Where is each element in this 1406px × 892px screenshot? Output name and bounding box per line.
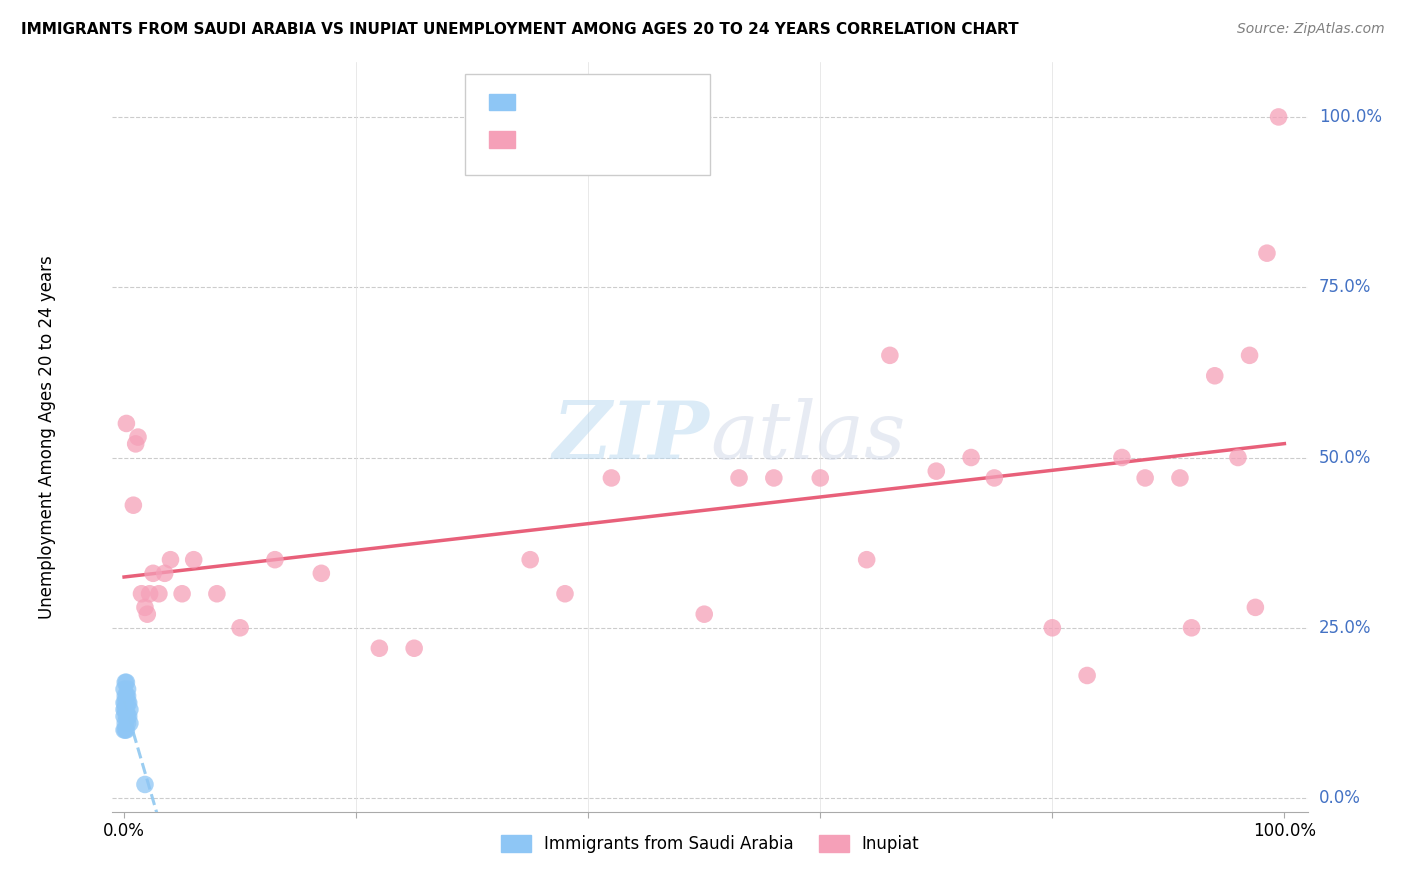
Text: 44: 44 bbox=[650, 130, 675, 149]
Text: N =: N = bbox=[606, 93, 654, 112]
Point bbox=[1204, 368, 1226, 383]
Point bbox=[1180, 621, 1202, 635]
Point bbox=[1256, 246, 1278, 260]
Point bbox=[115, 723, 138, 737]
Point bbox=[1267, 110, 1289, 124]
Point bbox=[127, 430, 149, 444]
Text: atlas: atlas bbox=[710, 399, 905, 475]
Point bbox=[131, 587, 153, 601]
Point bbox=[693, 607, 716, 622]
Point bbox=[114, 723, 136, 737]
Point bbox=[134, 777, 156, 791]
Point bbox=[115, 417, 138, 431]
Point bbox=[554, 587, 576, 601]
Text: ZIP: ZIP bbox=[553, 399, 710, 475]
Point bbox=[115, 689, 138, 703]
Point bbox=[125, 437, 148, 451]
Bar bbox=[489, 94, 515, 111]
Point bbox=[112, 709, 135, 723]
Point bbox=[983, 471, 1005, 485]
Point bbox=[114, 689, 136, 703]
Point bbox=[960, 450, 983, 465]
Point bbox=[153, 566, 176, 581]
Point bbox=[112, 702, 135, 716]
Point bbox=[368, 641, 391, 656]
Point bbox=[115, 702, 138, 716]
Point bbox=[118, 716, 141, 731]
Text: 100.0%: 100.0% bbox=[1319, 108, 1382, 126]
Point bbox=[122, 498, 145, 512]
Point bbox=[1111, 450, 1133, 465]
Point bbox=[229, 621, 252, 635]
Point bbox=[205, 587, 228, 601]
Text: IMMIGRANTS FROM SAUDI ARABIA VS INUPIAT UNEMPLOYMENT AMONG AGES 20 TO 24 YEARS C: IMMIGRANTS FROM SAUDI ARABIA VS INUPIAT … bbox=[21, 22, 1019, 37]
Text: Source: ZipAtlas.com: Source: ZipAtlas.com bbox=[1237, 22, 1385, 37]
Point bbox=[114, 675, 136, 690]
Point bbox=[925, 464, 948, 478]
Point bbox=[118, 709, 141, 723]
Point bbox=[808, 471, 831, 485]
Point bbox=[112, 682, 135, 697]
Text: Unemployment Among Ages 20 to 24 years: Unemployment Among Ages 20 to 24 years bbox=[38, 255, 56, 619]
Point bbox=[855, 552, 877, 566]
Point bbox=[1040, 621, 1063, 635]
Point bbox=[115, 709, 138, 723]
Point bbox=[728, 471, 751, 485]
Point bbox=[117, 716, 139, 731]
Point bbox=[762, 471, 785, 485]
Point bbox=[600, 471, 623, 485]
Text: 50.0%: 50.0% bbox=[1319, 449, 1371, 467]
Text: R =: R = bbox=[524, 130, 561, 149]
Text: 0.123: 0.123 bbox=[558, 93, 616, 112]
Point bbox=[519, 552, 541, 566]
Point bbox=[112, 696, 135, 710]
Point bbox=[117, 709, 139, 723]
Point bbox=[134, 600, 156, 615]
Bar bbox=[489, 131, 515, 148]
Point bbox=[115, 675, 138, 690]
Text: 0.0%: 0.0% bbox=[1319, 789, 1361, 807]
Point bbox=[404, 641, 426, 656]
Point bbox=[1076, 668, 1098, 682]
Point bbox=[138, 587, 160, 601]
Point bbox=[264, 552, 287, 566]
Point bbox=[117, 689, 139, 703]
Point bbox=[142, 566, 165, 581]
Point bbox=[136, 607, 159, 622]
Point bbox=[1239, 348, 1261, 362]
Text: N =: N = bbox=[606, 130, 654, 149]
Text: R =: R = bbox=[524, 93, 561, 112]
Point bbox=[1226, 450, 1249, 465]
Point bbox=[117, 682, 139, 697]
Point bbox=[112, 723, 135, 737]
Point bbox=[118, 696, 141, 710]
Point bbox=[114, 716, 136, 731]
Text: 26: 26 bbox=[650, 93, 675, 112]
Point bbox=[172, 587, 194, 601]
Point bbox=[159, 552, 181, 566]
Legend: Immigrants from Saudi Arabia, Inupiat: Immigrants from Saudi Arabia, Inupiat bbox=[494, 828, 927, 860]
Point bbox=[148, 587, 170, 601]
Text: 75.0%: 75.0% bbox=[1319, 278, 1371, 296]
Point bbox=[1168, 471, 1191, 485]
Text: 25.0%: 25.0% bbox=[1319, 619, 1371, 637]
Point bbox=[118, 702, 141, 716]
Point bbox=[1133, 471, 1156, 485]
Point bbox=[117, 696, 139, 710]
Point bbox=[183, 552, 205, 566]
FancyBboxPatch shape bbox=[465, 74, 710, 175]
Point bbox=[879, 348, 901, 362]
Point bbox=[1244, 600, 1267, 615]
Point bbox=[311, 566, 333, 581]
Point bbox=[114, 696, 136, 710]
Text: 0.503: 0.503 bbox=[558, 130, 616, 149]
Point bbox=[114, 702, 136, 716]
